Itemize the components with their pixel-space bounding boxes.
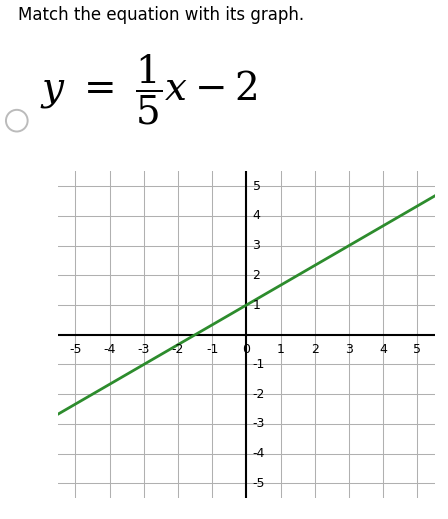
- Text: -3: -3: [253, 417, 265, 430]
- Text: -2: -2: [172, 343, 184, 356]
- Text: 1: 1: [277, 343, 284, 356]
- Text: 5: 5: [253, 180, 261, 193]
- Text: 5: 5: [414, 343, 422, 356]
- Text: $y \ = \ \dfrac{1}{5}x - 2$: $y \ = \ \dfrac{1}{5}x - 2$: [40, 53, 257, 127]
- Text: 2: 2: [253, 269, 260, 282]
- Text: -1: -1: [206, 343, 218, 356]
- Text: -1: -1: [253, 358, 265, 371]
- Text: 1: 1: [253, 298, 260, 311]
- Text: -3: -3: [138, 343, 150, 356]
- Text: 4: 4: [379, 343, 387, 356]
- Text: 0: 0: [242, 343, 250, 356]
- Text: -4: -4: [103, 343, 116, 356]
- Text: Match the equation with its graph.: Match the equation with its graph.: [18, 6, 304, 24]
- Text: -5: -5: [253, 477, 265, 490]
- Text: 2: 2: [311, 343, 319, 356]
- Text: -5: -5: [69, 343, 82, 356]
- Text: -2: -2: [253, 388, 265, 401]
- Text: -4: -4: [253, 447, 265, 460]
- Text: 3: 3: [253, 239, 260, 252]
- Text: 3: 3: [345, 343, 353, 356]
- Text: 4: 4: [253, 209, 260, 222]
